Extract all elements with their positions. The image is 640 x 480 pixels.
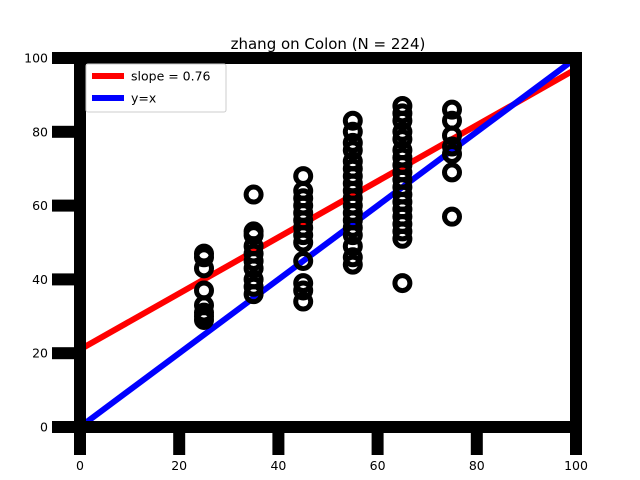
data-point (342, 247, 363, 268)
data-point (293, 291, 314, 312)
y-tick (52, 125, 76, 138)
x-tick (371, 431, 384, 455)
x-tick-label: 0 (76, 458, 84, 473)
plot-frame (74, 52, 582, 433)
data-point (194, 258, 214, 279)
y-tick (52, 347, 76, 360)
data-points (194, 95, 462, 330)
data-point (342, 110, 363, 131)
data-point (293, 250, 314, 271)
data-point (392, 221, 413, 242)
data-point (243, 276, 264, 297)
data-point (392, 129, 413, 150)
legend: slope = 0.76 y=x (85, 63, 227, 113)
data-point (293, 225, 314, 246)
y-tick-label: 80 (32, 124, 48, 139)
fit-lines (78, 55, 578, 430)
data-point (293, 273, 314, 294)
y-tick (52, 199, 76, 212)
y-tick (52, 52, 76, 64)
data-point (392, 228, 413, 249)
data-point (243, 184, 264, 205)
y-tick-label: 40 (32, 272, 48, 287)
data-point (342, 217, 363, 238)
data-point (442, 99, 462, 120)
x-tick-label: 80 (469, 458, 485, 473)
legend-label-identity: y=x (131, 91, 156, 106)
data-point (342, 254, 363, 275)
y-tick-label: 0 (40, 420, 48, 435)
data-point (194, 309, 214, 330)
y-tick (52, 421, 76, 433)
data-point (392, 110, 413, 131)
y-tick (52, 273, 76, 286)
data-point (293, 280, 314, 301)
y-tick-label: 20 (32, 346, 48, 361)
axes-frame (74, 52, 582, 433)
x-tick-label: 40 (270, 458, 286, 473)
data-point (243, 225, 264, 246)
data-point (243, 250, 264, 271)
x-tick (470, 431, 483, 455)
x-tick (570, 431, 582, 455)
fit-line-identity (78, 55, 578, 430)
data-point (293, 232, 314, 253)
x-tick (272, 431, 285, 455)
data-point (392, 121, 413, 142)
data-point (442, 206, 462, 227)
data-point (342, 132, 363, 153)
data-point (342, 121, 363, 142)
x-tick (173, 431, 186, 455)
data-point (342, 225, 363, 246)
legend-label-slope: slope = 0.76 (131, 69, 211, 84)
x-tick-label: 60 (370, 458, 386, 473)
data-point (342, 236, 363, 257)
x-tick-label: 20 (171, 458, 187, 473)
data-point (442, 162, 462, 183)
data-point (442, 125, 462, 146)
data-point (342, 140, 363, 161)
x-tick-label: 100 (564, 458, 588, 473)
data-point (243, 258, 264, 279)
axis-ticks: 0 20 40 60 80 100 0 20 40 60 80 100 (24, 51, 588, 474)
data-point (243, 284, 264, 305)
data-point (194, 247, 214, 268)
chart-title: zhang on Colon (N = 224) (231, 35, 426, 53)
data-point (392, 103, 413, 124)
y-tick-label: 100 (24, 51, 48, 66)
data-point (442, 143, 462, 164)
data-point (392, 273, 413, 294)
data-point (442, 136, 462, 157)
y-tick-label: 60 (32, 198, 48, 213)
x-tick (74, 431, 86, 455)
